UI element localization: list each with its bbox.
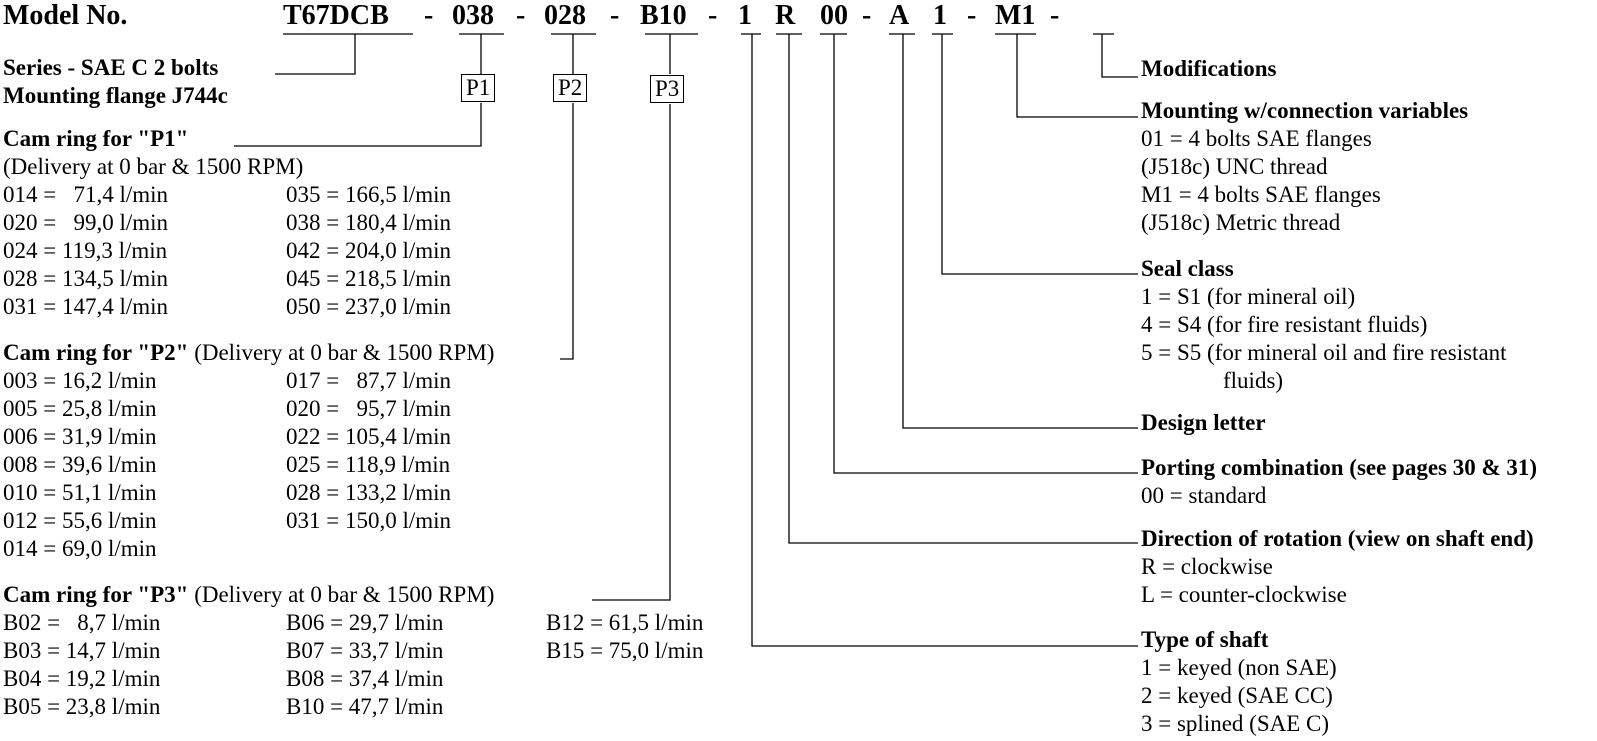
code-dash: - xyxy=(516,0,526,31)
leader-p2 xyxy=(560,103,574,360)
code-dash: - xyxy=(862,0,872,31)
leader-series xyxy=(275,34,356,75)
p2-row: 003 = 16,2 l/min xyxy=(3,368,157,393)
p1-subtitle: (Delivery at 0 bar & 1500 RPM) xyxy=(3,154,304,179)
porting-title: Porting combination (see pages 30 & 31) xyxy=(1141,455,1538,480)
box-p3: P3 xyxy=(650,75,685,103)
code-p2: 028 xyxy=(544,0,586,31)
p1-row: 050 = 237,0 l/min xyxy=(286,294,452,319)
p3-row: B08 = 37,4 l/min xyxy=(286,666,444,691)
modifications-title: Modifications xyxy=(1141,56,1277,81)
p3-row: B05 = 23,8 l/min xyxy=(3,694,161,719)
code-series: T67DCB xyxy=(283,0,389,31)
seal-item: fluids) xyxy=(1223,368,1284,393)
leader-shaft xyxy=(751,34,1138,647)
box-p1: P1 xyxy=(461,74,496,102)
series-line1: Series - SAE C 2 bolts xyxy=(3,55,219,80)
code-shaft: 1 xyxy=(738,0,752,31)
p3-row: B07 = 33,7 l/min xyxy=(286,638,444,663)
code-mounting: M1 xyxy=(995,0,1036,31)
code-porting: 00 xyxy=(820,0,848,31)
rotation-item: L = counter-clockwise xyxy=(1141,582,1347,607)
p3-row: B02 = 8,7 l/min xyxy=(3,610,161,635)
shaft-item: 2 = keyed (SAE CC) xyxy=(1141,683,1333,708)
code-seal: 1 xyxy=(933,0,947,31)
p1-row: 020 = 99,0 l/min xyxy=(3,210,169,235)
shaft-title: Type of shaft xyxy=(1141,627,1269,652)
p2-row: 020 = 95,7 l/min xyxy=(286,396,452,421)
p1-row: 014 = 71,4 l/min xyxy=(3,182,169,207)
model-label: Model No. xyxy=(3,0,128,31)
leader-seal xyxy=(941,34,1138,275)
mounting-item: 01 = 4 bolts SAE flanges xyxy=(1141,126,1372,151)
code-rotation: R xyxy=(775,0,796,31)
p2-row: 022 = 105,4 l/min xyxy=(286,424,452,449)
code-dash: - xyxy=(967,0,977,31)
code-dash: - xyxy=(610,0,620,31)
p3-row: B04 = 19,2 l/min xyxy=(3,666,161,691)
leader-mounting xyxy=(1016,34,1138,118)
p2-row: 010 = 51,1 l/min xyxy=(3,480,157,505)
porting-item: 00 = standard xyxy=(1141,483,1267,508)
p2-row: 028 = 133,2 l/min xyxy=(286,480,452,505)
p1-row: 042 = 204,0 l/min xyxy=(286,238,452,263)
p1-row: 038 = 180,4 l/min xyxy=(286,210,452,235)
p2-row: 006 = 31,9 l/min xyxy=(3,424,157,449)
p3-row: B03 = 14,7 l/min xyxy=(3,638,161,663)
p2-row: 017 = 87,7 l/min xyxy=(286,368,452,393)
p3-subtitle: (Delivery at 0 bar & 1500 RPM) xyxy=(194,582,495,607)
p1-row: 024 = 119,3 l/min xyxy=(3,238,168,263)
p3-row: B06 = 29,7 l/min xyxy=(286,610,444,635)
p1-row: 035 = 166,5 l/min xyxy=(286,182,452,207)
leader-rotation xyxy=(788,34,1138,544)
shaft-item: 1 = keyed (non SAE) xyxy=(1141,655,1337,680)
seal-item: 5 = S5 (for mineral oil and fire resista… xyxy=(1141,340,1507,365)
code-p3: B10 xyxy=(640,0,687,31)
p3-row: B12 = 61,5 l/min xyxy=(546,610,704,635)
code-dash: - xyxy=(1050,0,1060,31)
p1-row: 028 = 134,5 l/min xyxy=(3,266,169,291)
p2-subtitle: (Delivery at 0 bar & 1500 RPM) xyxy=(194,340,495,365)
p1-row: 045 = 218,5 l/min xyxy=(286,266,452,291)
seal-item: 4 = S4 (for fire resistant fluids) xyxy=(1141,312,1428,337)
p3-row: B10 = 47,7 l/min xyxy=(286,694,444,719)
code-design: A xyxy=(889,0,910,31)
p3-title: Cam ring for "P3" xyxy=(3,582,189,607)
box-p2: P2 xyxy=(553,74,588,102)
leader-modifications xyxy=(1101,34,1138,78)
leader-p1 xyxy=(234,103,482,147)
rotation-item: R = clockwise xyxy=(1141,554,1273,579)
p2-row: 012 = 55,6 l/min xyxy=(3,508,157,533)
seal-item: 1 = S1 (for mineral oil) xyxy=(1141,284,1356,309)
mounting-item: (J518c) UNC thread xyxy=(1141,154,1328,179)
p1-row: 031 = 147,4 l/min xyxy=(3,294,169,319)
p2-row: 025 = 118,9 l/min xyxy=(286,452,451,477)
p3-row: B15 = 75,0 l/min xyxy=(546,638,704,663)
p2-title: Cam ring for "P2" xyxy=(3,340,189,365)
design-title: Design letter xyxy=(1141,410,1266,435)
code-p1: 038 xyxy=(452,0,494,31)
mounting-item: M1 = 4 bolts SAE flanges xyxy=(1141,182,1381,207)
p2-row: 005 = 25,8 l/min xyxy=(3,396,157,421)
rotation-title: Direction of rotation (view on shaft end… xyxy=(1141,526,1534,551)
p1-title: Cam ring for "P1" xyxy=(3,126,189,151)
p2-row: 014 = 69,0 l/min xyxy=(3,536,157,561)
shaft-item: 3 = splined (SAE C) xyxy=(1141,711,1330,736)
leader-design xyxy=(902,34,1138,429)
p3-heading: Cam ring for "P3" (Delivery at 0 bar & 1… xyxy=(3,582,494,608)
code-dash: - xyxy=(424,0,434,31)
code-dash: - xyxy=(708,0,718,31)
series-line2: Mounting flange J744c xyxy=(3,83,228,108)
mounting-title: Mounting w/connection variables xyxy=(1141,98,1469,123)
mounting-item: (J518c) Metric thread xyxy=(1141,210,1341,235)
seal-title: Seal class xyxy=(1141,256,1234,281)
leader-porting xyxy=(833,34,1138,474)
leader-p3 xyxy=(592,104,671,601)
p2-heading: Cam ring for "P2" (Delivery at 0 bar & 1… xyxy=(3,340,494,366)
p2-row: 008 = 39,6 l/min xyxy=(3,452,157,477)
p2-row: 031 = 150,0 l/min xyxy=(286,508,452,533)
